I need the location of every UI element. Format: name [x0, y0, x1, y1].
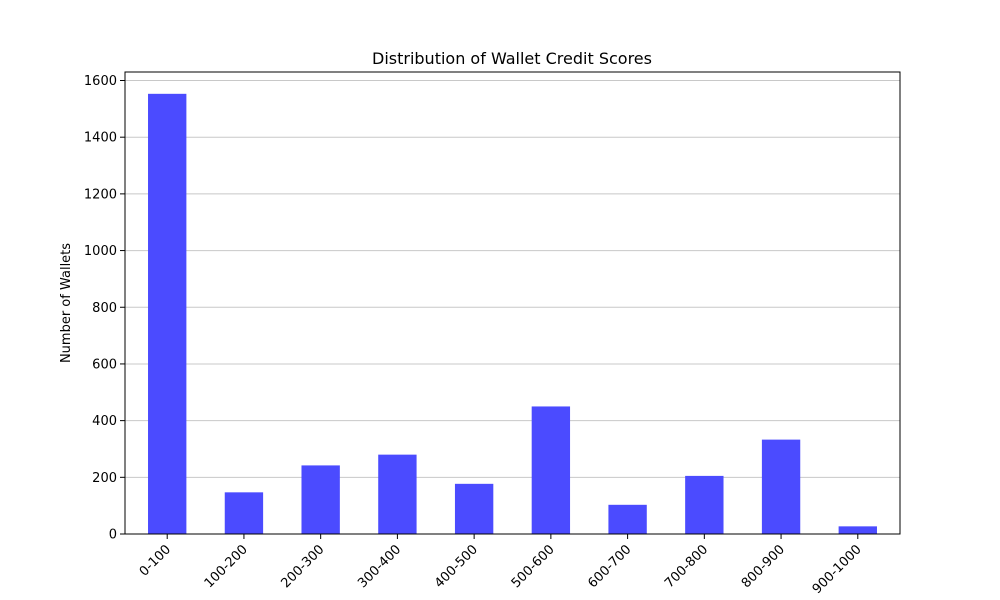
plot-frame: [124, 71, 901, 535]
y-tick-label: 1000: [84, 244, 117, 259]
x-tick-label: 100-200: [202, 542, 251, 591]
bar-800-900: [761, 439, 801, 534]
bar-100-200: [224, 492, 264, 534]
y-tick-label: 400: [92, 414, 117, 429]
y-tick-label: 1600: [84, 74, 117, 89]
bar-300-400: [378, 454, 417, 534]
y-axis-label: Number of Wallets: [59, 243, 74, 363]
x-tick-label: 200-300: [278, 542, 327, 591]
y-tick-label: 600: [92, 357, 117, 372]
bar-200-300: [301, 465, 340, 534]
y-tick-label: 200: [92, 471, 117, 486]
x-tick-label: 300-400: [355, 542, 404, 591]
x-tick-label: 800-900: [739, 542, 788, 591]
grid-lines: [125, 80, 900, 478]
x-tick-label: 500-600: [509, 542, 558, 591]
x-axis-ticks: 0-100 100-200 200-300 300-400 400-500 500-600…: [137, 534, 865, 597]
bar-900-1000: [838, 526, 877, 534]
chart-title: Distribution of Wallet Credit Scores: [372, 49, 652, 68]
bar-500-600: [531, 406, 571, 534]
bar-600-700: [608, 504, 647, 534]
bar-0-100: [148, 93, 187, 535]
x-tick-label: 0-100: [137, 542, 174, 579]
y-tick-label: 1200: [84, 187, 117, 202]
y-tick-label: 800: [92, 301, 117, 316]
x-tick-label: 600-700: [585, 542, 634, 591]
bar-700-800: [685, 475, 724, 534]
bar-400-500: [454, 483, 494, 534]
x-tick-label: 400-500: [432, 542, 481, 591]
x-tick-label: 700-800: [662, 542, 711, 591]
y-axis-ticks: 0 200 400 600 800 1000 1200 1400 1600: [84, 74, 125, 543]
y-tick-label: 0: [109, 528, 117, 543]
y-tick-label: 1400: [84, 131, 117, 146]
x-tick-label: 900-1000: [810, 542, 865, 597]
bars: [148, 93, 877, 535]
